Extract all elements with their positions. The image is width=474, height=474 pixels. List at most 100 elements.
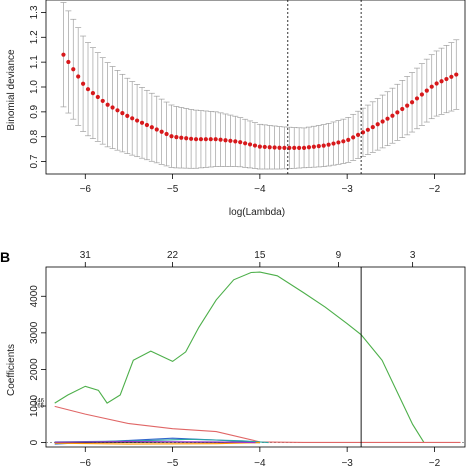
data-point <box>434 81 439 86</box>
data-point <box>282 145 287 150</box>
data-point <box>80 81 86 86</box>
top-tick-label: 31 <box>80 250 92 261</box>
data-point <box>439 79 444 84</box>
data-point <box>105 102 110 107</box>
data-point <box>449 74 454 79</box>
data-point <box>71 67 76 72</box>
data-point <box>125 113 130 118</box>
data-point <box>351 135 356 140</box>
data-point <box>277 145 282 150</box>
y-tick-label: 3000 <box>29 321 40 344</box>
data-point <box>223 138 228 143</box>
y-tick-label: 1.1 <box>29 55 40 69</box>
panel-a-points <box>61 52 459 150</box>
data-point <box>115 108 120 113</box>
data-point <box>395 110 400 115</box>
panel-b-letter: B <box>0 249 10 265</box>
coefficient-path <box>54 271 425 443</box>
data-point <box>311 144 316 149</box>
data-point <box>341 139 346 144</box>
x-tick-label: −5 <box>167 458 179 469</box>
panel-b-coefficient-plot: B −6 −5 −4 −3 −2 31 22 15 9 3 01000200030004000 … <box>0 249 466 469</box>
data-point <box>297 145 302 150</box>
data-point <box>144 122 150 128</box>
x-tick-label: −3 <box>341 184 353 195</box>
panel-b-top-axis: 31 22 15 9 3 <box>80 250 416 267</box>
data-point <box>429 84 434 89</box>
data-point <box>61 52 66 57</box>
data-point <box>355 132 361 137</box>
coefficient-path <box>54 442 260 445</box>
data-point <box>238 140 243 145</box>
data-point <box>262 144 267 150</box>
coefficient-path <box>54 405 461 443</box>
data-point <box>336 140 341 145</box>
panel-b-y-axis: 0 1000 2000 3000 4000 <box>29 285 46 445</box>
x-tick-label: −5 <box>167 184 179 195</box>
data-point <box>287 145 292 150</box>
y-tick-label: 1.2 <box>29 30 40 44</box>
panel-a-x-label: log(Lambda) <box>229 207 285 218</box>
top-tick-label: 15 <box>254 250 266 261</box>
x-tick-label: −2 <box>429 184 441 195</box>
data-point <box>292 145 297 150</box>
data-point <box>100 98 105 104</box>
data-point <box>135 118 140 123</box>
y-tick-label: 0.7 <box>29 154 40 168</box>
data-point <box>360 130 366 135</box>
data-point <box>272 145 277 150</box>
data-point <box>213 137 218 142</box>
data-point <box>267 145 272 150</box>
data-point <box>257 144 262 149</box>
top-tick-label: 22 <box>167 250 179 261</box>
data-point <box>346 137 351 142</box>
panel-a-vlines <box>287 0 362 174</box>
data-point <box>370 124 375 130</box>
data-point <box>365 127 370 132</box>
data-point <box>301 145 307 150</box>
data-point <box>159 129 164 134</box>
data-point <box>179 135 184 140</box>
series-end-label: 146 <box>34 399 45 405</box>
y-tick-label: 2000 <box>29 358 40 381</box>
data-point <box>76 74 81 79</box>
y-tick-label: 1000 <box>29 394 40 417</box>
data-point <box>90 90 96 96</box>
data-point <box>414 96 420 101</box>
data-point <box>390 113 395 118</box>
data-point <box>375 122 380 127</box>
data-point <box>110 105 115 110</box>
data-point <box>252 143 258 148</box>
data-point <box>95 94 100 100</box>
data-point <box>419 92 424 97</box>
data-point <box>247 142 253 147</box>
data-point <box>198 137 204 142</box>
panel-b-plot-frame <box>45 266 466 448</box>
y-tick-label: 0.8 <box>29 129 40 143</box>
data-point <box>321 143 326 148</box>
data-point <box>66 59 71 65</box>
data-point <box>120 111 125 116</box>
data-point <box>189 136 194 141</box>
series-end-label: 165 <box>34 403 45 409</box>
panel-a-deviance-plot: −6 −5 −4 −3 −2 0.7 0.8 0.9 1.0 1.1 1.2 1.3 log(Lam… <box>6 0 466 218</box>
data-point <box>139 120 145 125</box>
x-tick-label: −6 <box>80 184 92 195</box>
data-point <box>154 127 159 132</box>
data-point <box>243 141 248 146</box>
x-tick-label: −2 <box>429 458 441 469</box>
x-tick-label: −6 <box>80 458 92 469</box>
panel-a-error-bars <box>60 2 460 170</box>
panel-b-y-label: Coefficients <box>6 344 17 396</box>
x-tick-label: −3 <box>341 458 353 469</box>
data-point <box>385 116 390 121</box>
data-point <box>169 134 174 139</box>
data-point <box>454 72 459 77</box>
data-point <box>326 142 331 147</box>
panel-a-x-axis: −6 −5 −4 −3 −2 <box>80 174 441 195</box>
y-tick-label: 1.3 <box>29 5 40 19</box>
data-point <box>306 145 312 150</box>
y-tick-label: 0 <box>29 439 40 445</box>
data-point <box>85 87 91 92</box>
